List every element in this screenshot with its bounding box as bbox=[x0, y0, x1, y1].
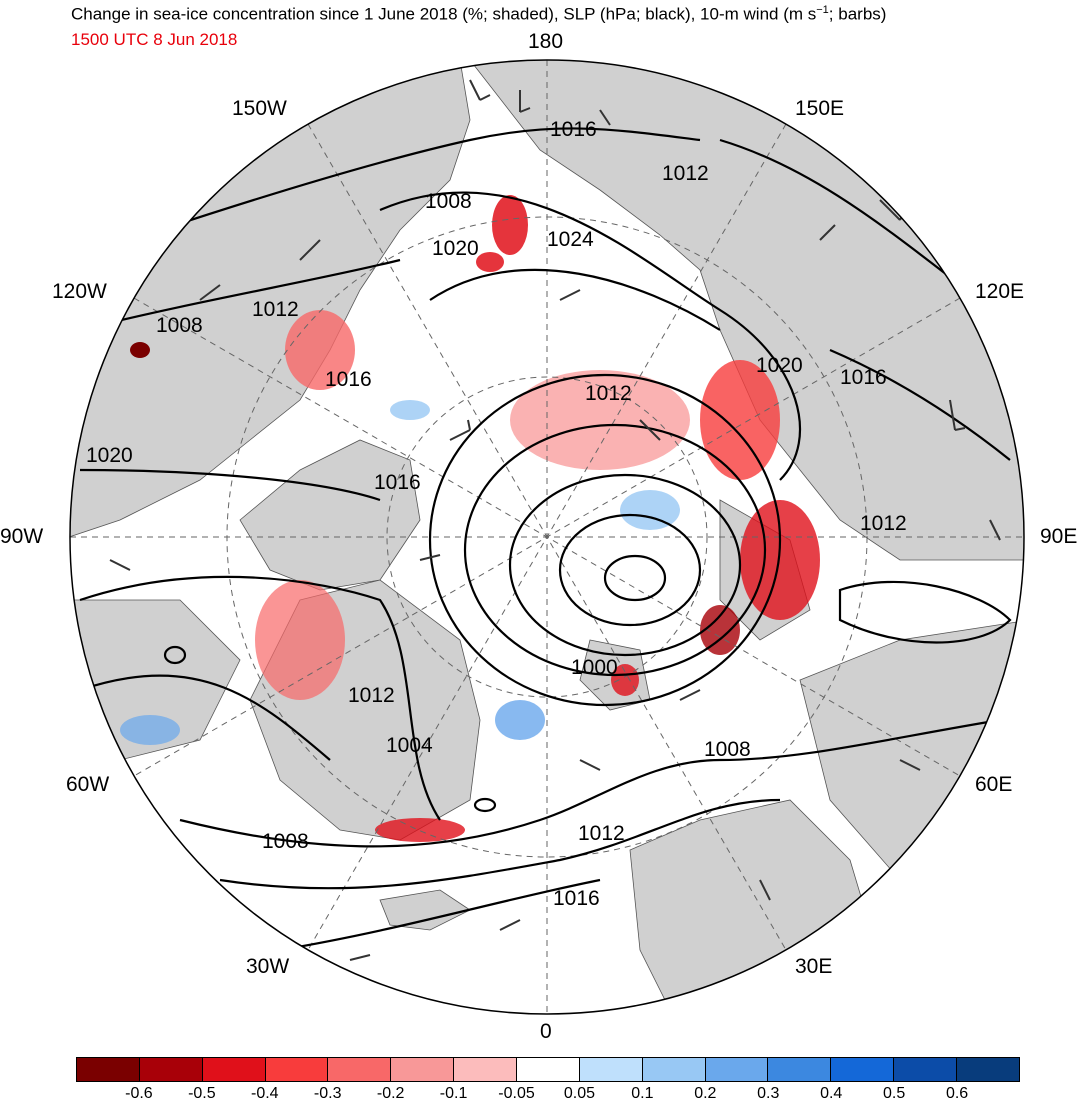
colorbar-swatch bbox=[706, 1058, 769, 1081]
isobar-label: 1012 bbox=[578, 822, 625, 845]
colorbar-swatch bbox=[77, 1058, 140, 1081]
polar-stereographic-map: 1016 1012 1008 1020 1024 1012 1008 1016 … bbox=[0, 0, 1088, 1106]
lon-label-150w: 150W bbox=[232, 97, 287, 121]
lon-label-180: 180 bbox=[528, 30, 563, 54]
colorbar-tick-label: 0.2 bbox=[694, 1085, 716, 1103]
lon-label-150e: 150E bbox=[795, 97, 844, 121]
isobar-label: 1000 bbox=[571, 656, 618, 679]
colorbar-swatch bbox=[580, 1058, 643, 1081]
isobar-label: 1016 bbox=[550, 118, 597, 141]
colorbar-swatch bbox=[643, 1058, 706, 1081]
isobar-label: 1004 bbox=[386, 734, 433, 757]
colorbar-tick-label: 0.6 bbox=[946, 1085, 968, 1103]
colorbar-tick-label: -0.4 bbox=[251, 1085, 279, 1103]
lon-label-0: 0 bbox=[540, 1020, 552, 1044]
colorbar-swatch bbox=[957, 1058, 1019, 1081]
colorbar-tick-label: -0.05 bbox=[498, 1085, 534, 1103]
colorbar-tick-label: 0.05 bbox=[564, 1085, 595, 1103]
colorbar-tick-label: 0.5 bbox=[883, 1085, 905, 1103]
colorbar-tick-label: 0.1 bbox=[631, 1085, 653, 1103]
colorbar-tick-label: 0.3 bbox=[757, 1085, 779, 1103]
colorbar-swatch bbox=[140, 1058, 203, 1081]
isobar-label: 1008 bbox=[704, 738, 751, 761]
isobar-label: 1012 bbox=[348, 684, 395, 707]
isobar-label: 1016 bbox=[553, 887, 600, 910]
lon-label-120w: 120W bbox=[52, 280, 107, 304]
colorbar-tick-label: 0.4 bbox=[820, 1085, 842, 1103]
isobar-label: 1016 bbox=[840, 366, 887, 389]
isobar-label: 1020 bbox=[432, 237, 479, 260]
colorbar-swatch bbox=[768, 1058, 831, 1081]
isobar-label: 1008 bbox=[425, 190, 472, 213]
colorbar-tick-label: -0.5 bbox=[188, 1085, 216, 1103]
colorbar-swatch bbox=[517, 1058, 580, 1081]
isobar-label: 1012 bbox=[662, 162, 709, 185]
colorbar-swatch bbox=[894, 1058, 957, 1081]
colorbar-swatch bbox=[391, 1058, 454, 1081]
colorbar-tick-label: -0.2 bbox=[377, 1085, 405, 1103]
lon-label-120e: 120E bbox=[975, 280, 1024, 304]
lon-label-30w: 30W bbox=[246, 955, 289, 979]
colorbar-swatch bbox=[203, 1058, 266, 1081]
lon-label-60w: 60W bbox=[66, 773, 109, 797]
colorbar-swatch bbox=[328, 1058, 391, 1081]
colorbar-ticks: -0.6 -0.5 -0.4 -0.3 -0.2 -0.1 -0.05 0.05 0.1 0.2 0… bbox=[0, 1085, 1088, 1105]
isobar-label: 1008 bbox=[262, 830, 309, 853]
colorbar bbox=[76, 1057, 1020, 1082]
isobar-label: 1008 bbox=[156, 314, 203, 337]
lon-label-90w: 90W bbox=[0, 525, 43, 549]
isobar-label: 1012 bbox=[252, 298, 299, 321]
isobar-label: 1016 bbox=[325, 368, 372, 391]
lon-label-90e: 90E bbox=[1040, 525, 1077, 549]
lon-label-60e: 60E bbox=[975, 773, 1012, 797]
isobar-label: 1020 bbox=[756, 354, 803, 377]
isobar-label: 1012 bbox=[860, 512, 907, 535]
colorbar-swatch bbox=[831, 1058, 894, 1081]
isobar-label: 1020 bbox=[86, 444, 133, 467]
colorbar-swatch bbox=[266, 1058, 329, 1081]
colorbar-tick-label: -0.1 bbox=[440, 1085, 468, 1103]
colorbar-swatch bbox=[454, 1058, 517, 1081]
colorbar-tick-label: -0.6 bbox=[125, 1085, 153, 1103]
lon-label-30e: 30E bbox=[795, 955, 832, 979]
colorbar-tick-label: -0.3 bbox=[314, 1085, 342, 1103]
isobar-label: 1012 bbox=[585, 382, 632, 405]
isobar-label: 1024 bbox=[547, 228, 594, 251]
isobar-label: 1016 bbox=[374, 471, 421, 494]
